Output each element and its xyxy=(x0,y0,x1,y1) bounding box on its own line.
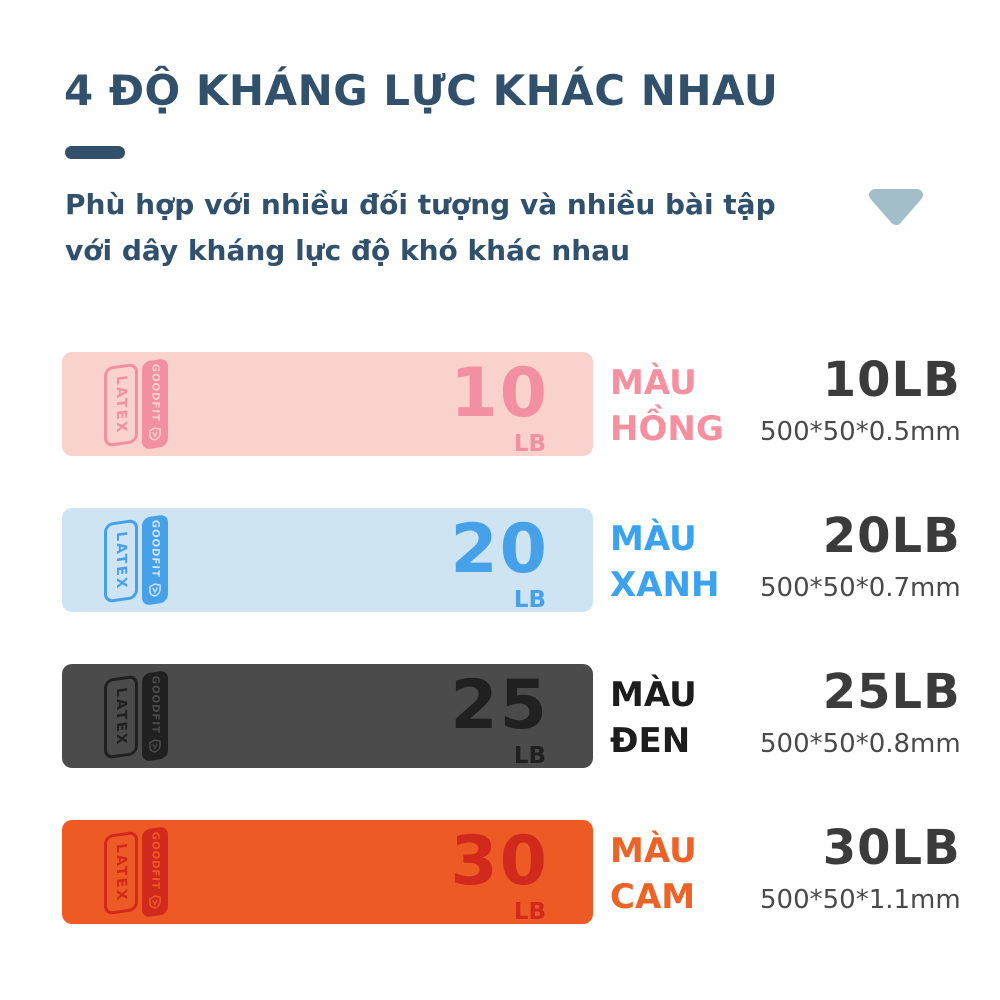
page-subtitle: Phù hợp với nhiều đối tượng và nhiều bài… xyxy=(65,182,776,274)
brand-label: GOODFIT xyxy=(149,519,161,580)
band-row-orange: LATEX GOODFIT 30 LB MÀU CAM xyxy=(0,820,1000,924)
band-weight-number: 30 xyxy=(450,822,549,901)
band-color-name: MÀU CAM xyxy=(610,820,760,920)
latex-badge: LATEX xyxy=(104,830,138,916)
triangle-down-icon xyxy=(869,189,923,225)
band-weight-unit: LB xyxy=(513,899,546,925)
goodfit-ribbon: GOODFIT xyxy=(142,826,168,918)
latex-badge: LATEX xyxy=(104,362,138,448)
color-name-line-2: ĐEN xyxy=(610,721,691,761)
band-weight-unit: LB xyxy=(513,743,546,769)
latex-badge-label: LATEX xyxy=(113,686,129,748)
goodfit-shield-icon xyxy=(149,427,161,441)
band-weight-unit: LB xyxy=(513,431,546,457)
color-name-line-1: MÀU xyxy=(610,519,697,559)
resistance-band: LATEX GOODFIT 10 LB xyxy=(62,352,593,456)
color-name-line-1: MÀU xyxy=(610,675,697,715)
goodfit-shield-icon xyxy=(149,583,161,597)
band-weight-number: 25 xyxy=(450,666,549,745)
resistance-band: LATEX GOODFIT 30 LB xyxy=(62,820,593,924)
latex-badge-label: LATEX xyxy=(113,530,129,592)
goodfit-ribbon: GOODFIT xyxy=(142,514,168,606)
band-weight: 20 LB xyxy=(450,516,549,612)
band-weight-number: 10 xyxy=(450,354,549,433)
band-weight-label: 10LB xyxy=(822,352,961,408)
brand-label: GOODFIT xyxy=(149,675,161,736)
band-color-name: MÀU ĐEN xyxy=(610,664,760,764)
band-dimensions: 500*50*0.8mm xyxy=(760,729,961,759)
brand-label: GOODFIT xyxy=(149,831,161,892)
band-specs: 20LB 500*50*0.7mm xyxy=(760,508,1000,601)
band-weight-label: 30LB xyxy=(822,820,961,876)
latex-badge-label: LATEX xyxy=(113,842,129,904)
band-weight: 10 LB xyxy=(450,360,549,456)
band-weight: 30 LB xyxy=(450,828,549,924)
band-weight-number: 20 xyxy=(450,510,549,589)
band-weight-label: 20LB xyxy=(822,508,961,564)
subtitle-line-1: Phù hợp với nhiều đối tượng và nhiều bài… xyxy=(65,188,776,221)
resistance-band: LATEX GOODFIT 25 LB xyxy=(62,664,593,768)
page-title: 4 ĐỘ KHÁNG LỰC KHÁC NHAU xyxy=(64,66,779,115)
band-weight-unit: LB xyxy=(513,587,546,613)
band-specs: 30LB 500*50*1.1mm xyxy=(760,820,1000,913)
band-color-name: MÀU HỒNG xyxy=(610,352,760,452)
goodfit-ribbon: GOODFIT xyxy=(142,358,168,450)
band-specs: 25LB 500*50*0.8mm xyxy=(760,664,1000,757)
latex-badge: LATEX xyxy=(104,518,138,604)
band-row-pink: LATEX GOODFIT 10 LB MÀU HỒNG xyxy=(0,352,1000,456)
goodfit-ribbon: GOODFIT xyxy=(142,670,168,762)
band-specs: 10LB 500*50*0.5mm xyxy=(760,352,1000,445)
band-row-black: LATEX GOODFIT 25 LB MÀU ĐEN xyxy=(0,664,1000,768)
band-dimensions: 500*50*1.1mm xyxy=(760,885,961,915)
color-name-line-2: HỒNG xyxy=(610,409,724,449)
band-row-blue: LATEX GOODFIT 20 LB MÀU XANH xyxy=(0,508,1000,612)
band-list: LATEX GOODFIT 10 LB MÀU HỒNG xyxy=(0,352,1000,976)
goodfit-shield-icon xyxy=(149,895,161,909)
band-weight: 25 LB xyxy=(450,672,549,768)
color-name-line-1: MÀU xyxy=(610,831,697,871)
band-dimensions: 500*50*0.5mm xyxy=(760,417,961,447)
resistance-band: LATEX GOODFIT 20 LB xyxy=(62,508,593,612)
latex-badge-label: LATEX xyxy=(113,374,129,436)
latex-badge: LATEX xyxy=(104,674,138,760)
color-name-line-1: MÀU xyxy=(610,363,697,403)
band-color-name: MÀU XANH xyxy=(610,508,760,608)
band-dimensions: 500*50*0.7mm xyxy=(760,573,961,603)
brand-label: GOODFIT xyxy=(149,363,161,424)
subtitle-line-2: với dây kháng lực độ khó khác nhau xyxy=(65,234,631,267)
color-name-line-2: XANH xyxy=(610,565,720,605)
goodfit-shield-icon xyxy=(149,739,161,753)
title-underline xyxy=(65,146,125,159)
band-weight-label: 25LB xyxy=(822,664,961,720)
color-name-line-2: CAM xyxy=(610,877,696,917)
